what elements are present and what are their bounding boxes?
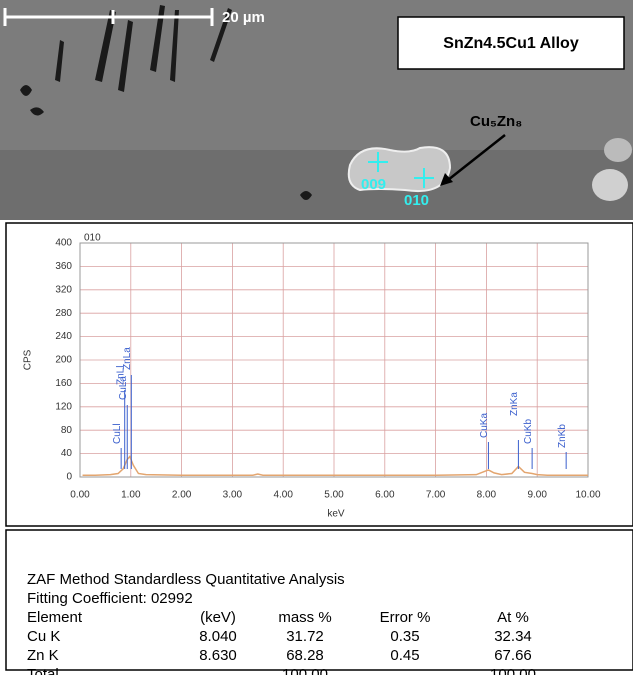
arrow-head bbox=[440, 173, 453, 186]
y-tick-label: 80 bbox=[61, 425, 73, 436]
table-cell: 0.35 bbox=[390, 628, 419, 645]
y-tick-label: 280 bbox=[55, 308, 72, 319]
table-cell: 100.00 bbox=[282, 666, 328, 675]
table-cell: Total bbox=[27, 666, 59, 675]
point-markers bbox=[368, 152, 434, 188]
x-tick-label: 8.00 bbox=[477, 490, 497, 501]
table-cell: 8.040 bbox=[199, 628, 237, 645]
peak-label: CuLa bbox=[118, 376, 129, 400]
sem-shade bbox=[0, 150, 633, 220]
phase-label: Cu₅Zn₈ bbox=[470, 113, 522, 130]
table-header: Error % bbox=[380, 609, 431, 626]
table-header: mass % bbox=[278, 609, 331, 626]
table-header: At % bbox=[497, 609, 529, 626]
x-tick-label: 3.00 bbox=[223, 490, 243, 501]
y-tick-label: 120 bbox=[55, 401, 72, 412]
point-label: 009 bbox=[361, 176, 386, 193]
peak-label: CuKa bbox=[479, 413, 490, 438]
x-tick-label: 6.00 bbox=[375, 490, 395, 501]
y-tick-label: 320 bbox=[55, 284, 72, 295]
y-tick-label: 0 bbox=[66, 472, 72, 483]
x-tick-label: 10.00 bbox=[575, 490, 600, 501]
y-tick-label: 160 bbox=[55, 378, 72, 389]
x-tick-label: 9.00 bbox=[527, 490, 547, 501]
peak-label: CuLl bbox=[112, 423, 123, 444]
plot-frame bbox=[79, 242, 589, 478]
table-title: ZAF Method Standardless Quantitative Ana… bbox=[27, 571, 345, 588]
table-cell: 0.45 bbox=[390, 647, 419, 664]
table-header: Element bbox=[27, 609, 83, 626]
alloy-title: SnZn4.5Cu1 Alloy bbox=[443, 35, 579, 52]
table-cell: 68.28 bbox=[286, 647, 324, 664]
x-tick-label: 1.00 bbox=[121, 490, 141, 501]
y-tick-label: 400 bbox=[55, 238, 72, 249]
y-tick-label: 40 bbox=[61, 448, 73, 459]
peak-label: ZnLl bbox=[115, 366, 126, 385]
results-table: ZAF Method Standardless Quantitative Ana… bbox=[27, 571, 536, 675]
y-tick-label: 360 bbox=[55, 261, 72, 272]
peak-label: CuKb bbox=[523, 419, 534, 444]
spectrum-chart: 010 keV CPS 0 40 80 120 160 200 240 280 320 360 40… bbox=[23, 233, 601, 520]
table-cell: Zn K bbox=[27, 647, 59, 664]
x-tick-label: 4.00 bbox=[273, 490, 293, 501]
sem-particle bbox=[592, 169, 628, 201]
y-axis-label: CPS bbox=[23, 349, 34, 370]
sem-image: 20 µm SnZn4.5Cu1 Alloy Cu₅Zn₈ 009 010 bbox=[0, 0, 633, 220]
table-cell: Cu K bbox=[27, 628, 60, 645]
x-tick-label: 5.00 bbox=[324, 490, 344, 501]
table-cell: 8.630 bbox=[199, 647, 237, 664]
sem-particle bbox=[604, 138, 632, 162]
table-panel bbox=[5, 529, 633, 671]
x-tick-label: 7.00 bbox=[426, 490, 446, 501]
arrow bbox=[447, 134, 506, 181]
y-tick-label: 240 bbox=[55, 331, 72, 342]
y-tick-label: 200 bbox=[55, 355, 72, 366]
table-cell: 31.72 bbox=[286, 628, 324, 645]
title-box bbox=[397, 16, 625, 70]
scale-label: 20 µm bbox=[222, 9, 265, 26]
peak-label: ZnLa bbox=[122, 347, 133, 370]
spectrum-panel bbox=[5, 222, 633, 527]
table-cell: 32.34 bbox=[494, 628, 532, 645]
table-header: (keV) bbox=[200, 609, 236, 626]
table-subtitle: Fitting Coefficient: 02992 bbox=[27, 590, 193, 607]
point-label: 010 bbox=[404, 192, 429, 209]
x-tick-label: 0.00 bbox=[70, 490, 90, 501]
chart-title: 010 bbox=[84, 233, 101, 244]
peak-label: ZnKa bbox=[509, 392, 520, 416]
peak-label: ZnKb bbox=[557, 424, 568, 448]
x-axis-label: keV bbox=[327, 509, 345, 520]
table-cell: 100.00 bbox=[490, 666, 536, 675]
x-tick-label: 2.00 bbox=[172, 490, 192, 501]
table-cell: 67.66 bbox=[494, 647, 532, 664]
